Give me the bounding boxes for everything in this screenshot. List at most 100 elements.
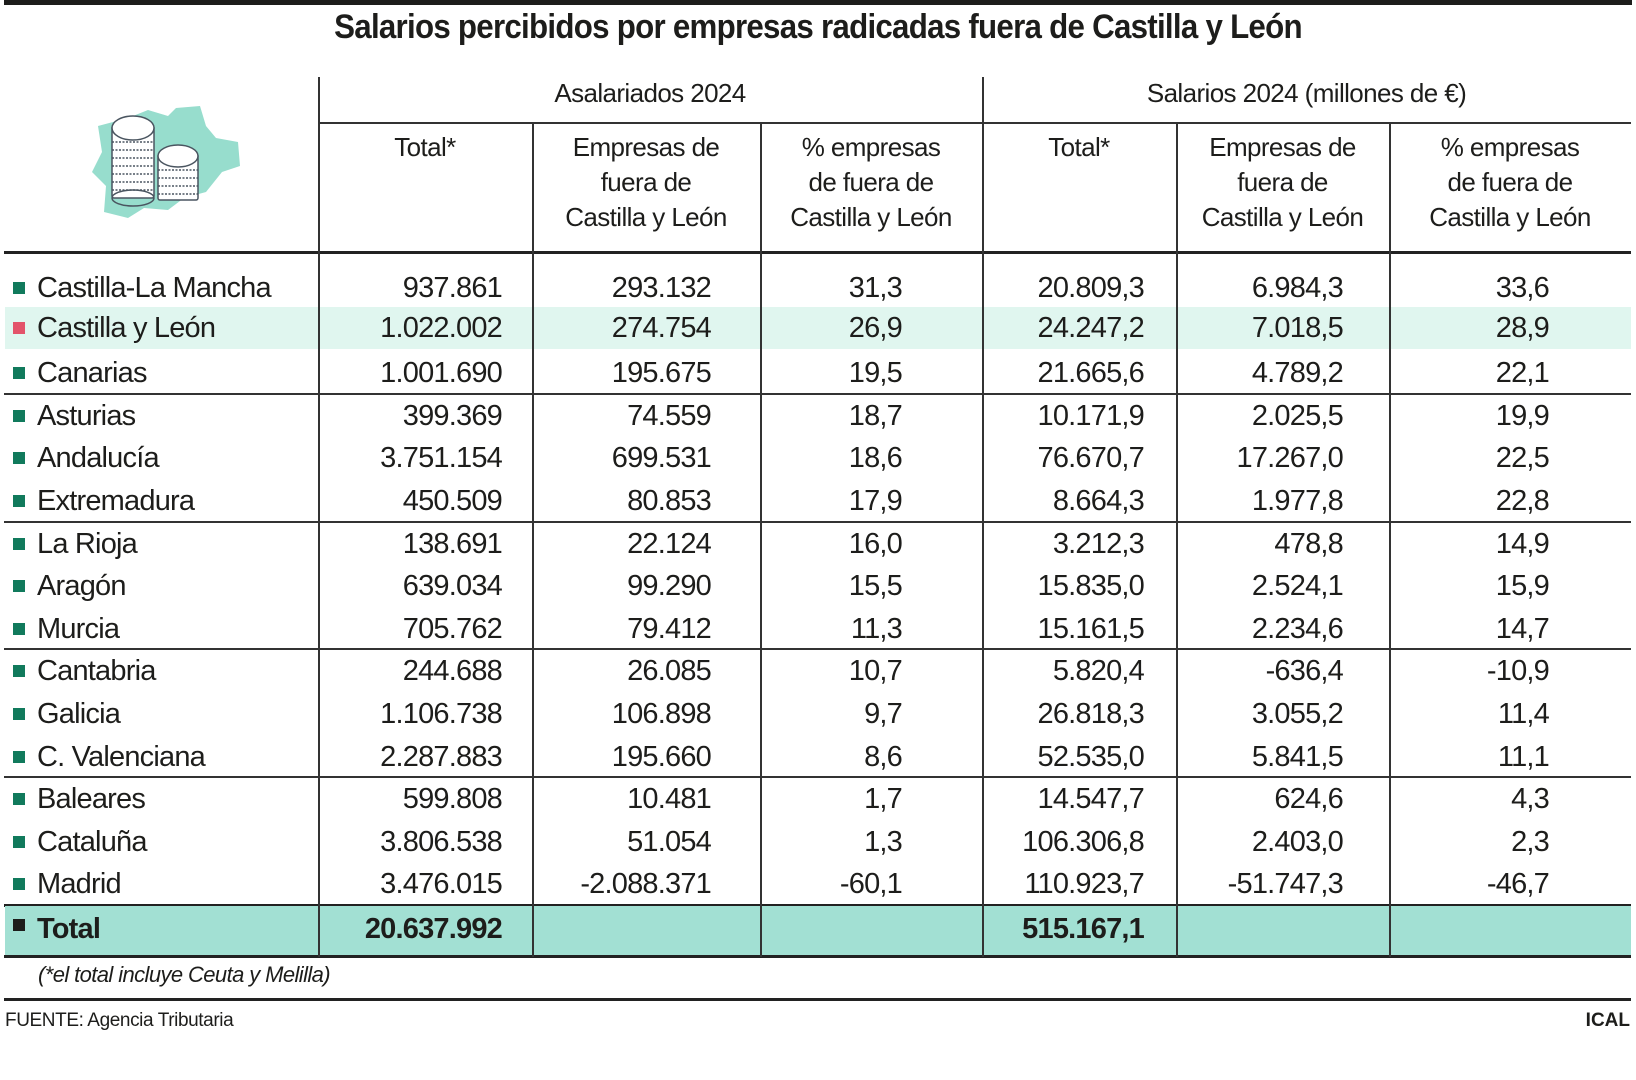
region-marker-icon <box>13 452 25 464</box>
cell-value: 8,6 <box>864 741 903 773</box>
region-name: Castilla y León <box>37 312 216 344</box>
footnote: (*el total incluye Ceuta y Melilla) <box>38 962 331 987</box>
cell-value: 15,9 <box>1495 570 1550 602</box>
cell-value: 19,9 <box>1495 400 1550 432</box>
cell-value: 74.559 <box>627 400 712 432</box>
cell-value: 5.820,4 <box>1052 655 1145 687</box>
coins-on-castilla-y-leon-map-icon <box>92 106 240 218</box>
cell-value: 515.167,1 <box>1022 913 1145 945</box>
table-row: Aragón 639.034 99.290 15,5 15.835,0 2.524,1 15… <box>5 565 1631 607</box>
table-row: Total 20.637.992 515.167,1 <box>5 906 1631 956</box>
region-name: Cantabria <box>37 655 156 687</box>
region-marker-icon <box>13 580 25 592</box>
column-header-line: Castilla y León <box>1201 202 1364 232</box>
table-row: Extremadura 450.509 80.853 17,9 8.664,3 1.977… <box>5 480 1631 522</box>
cell-value: 28,9 <box>1495 312 1550 344</box>
cell-value: 18,7 <box>848 400 903 432</box>
cell-value: 10.481 <box>627 783 712 815</box>
cell-value: 11,4 <box>1497 698 1550 730</box>
cell-value: -2.088.371 <box>580 868 711 900</box>
cell-value: 99.290 <box>627 570 712 602</box>
table-row: Castilla y León 1.022.002 274.754 26,9 24.24… <box>5 307 1631 349</box>
table-row: Cantabria 244.688 26.085 10,7 5.820,4 -636,4 -… <box>5 650 1631 692</box>
column-header-line: Castilla y León <box>565 202 727 232</box>
cell-value: 478,8 <box>1274 528 1343 560</box>
cell-value: 19,5 <box>848 357 903 389</box>
table-row: C. Valenciana 2.287.883 195.660 8,6 52.535,0… <box>5 736 1631 778</box>
cell-value: 1.977,8 <box>1251 485 1344 517</box>
cell-value: 20.809,3 <box>1037 272 1145 304</box>
region-marker-icon <box>13 708 25 720</box>
region-marker-icon <box>13 322 25 334</box>
table-row: Baleares 599.808 10.481 1,7 14.547,7 624,6 4,3 <box>5 778 1631 820</box>
cell-value: 195.660 <box>611 741 712 773</box>
table-row: Cataluña 3.806.538 51.054 1,3 106.306,8 2.403… <box>5 821 1631 863</box>
cell-value: 26.818,3 <box>1037 698 1145 730</box>
column-header-line: de fuera de <box>808 167 935 197</box>
table-row: Andalucía 3.751.154 699.531 18,6 76.670,7 17.… <box>5 437 1631 479</box>
column-header: % empresas de fuera de Castilla y León <box>760 130 982 235</box>
cell-value: 274.754 <box>611 312 712 344</box>
region-name: Canarias <box>37 357 147 389</box>
cell-value: 705.762 <box>402 613 503 645</box>
cell-value: 22,8 <box>1495 485 1550 517</box>
cell-value: 11,1 <box>1497 741 1550 773</box>
column-header-line: fuera de <box>600 167 692 197</box>
cell-value: 2.524,1 <box>1251 570 1344 602</box>
cell-value: 2,3 <box>1511 826 1550 858</box>
cell-value: 1.022.002 <box>380 312 503 344</box>
cell-value: 138.691 <box>402 528 503 560</box>
column-header-line: Empresas de <box>572 132 720 162</box>
cell-value: 1,3 <box>864 826 903 858</box>
cell-value: 22.124 <box>627 528 712 560</box>
cell-value: -46,7 <box>1486 868 1550 900</box>
cell-value: 17.267,0 <box>1236 442 1344 474</box>
region-name: Madrid <box>37 868 122 900</box>
region-marker-icon <box>13 836 25 848</box>
cell-value: 3.806.538 <box>380 826 503 858</box>
cell-value: 4,3 <box>1511 783 1550 815</box>
cell-value: 16,0 <box>848 528 903 560</box>
top-rule <box>4 0 1632 5</box>
cell-value: 110.923,7 <box>1024 868 1144 900</box>
cell-value: 80.853 <box>627 485 712 517</box>
column-divider <box>1176 122 1178 957</box>
cell-value: 2.234,6 <box>1251 613 1344 645</box>
region-name: Galicia <box>37 698 121 730</box>
cell-value: 1.001.690 <box>380 357 503 389</box>
cell-value <box>1176 906 1343 956</box>
region-marker-icon <box>13 751 25 763</box>
region-marker-icon <box>13 623 25 635</box>
cell-value: 79.412 <box>627 613 712 645</box>
cell-value: 76.670,7 <box>1037 442 1145 474</box>
cell-value: 1.106.738 <box>380 698 503 730</box>
region-marker-icon <box>13 367 25 379</box>
cell-value: 244.688 <box>402 655 503 687</box>
cell-value: 18,6 <box>848 442 903 474</box>
cell-value: 14,7 <box>1495 613 1550 645</box>
region-name: Castilla-La Mancha <box>37 272 272 304</box>
region-marker-icon <box>13 410 25 422</box>
region-name: Andalucía <box>37 442 160 474</box>
column-divider <box>532 122 534 957</box>
cell-value: 8.664,3 <box>1052 485 1145 517</box>
source-credit: FUENTE: Agencia Tributaria <box>5 1010 234 1031</box>
cell-value: 22,5 <box>1495 442 1550 474</box>
cell-value: 21.665,6 <box>1037 357 1145 389</box>
cell-value: 11,3 <box>850 613 903 645</box>
cell-value: 15,5 <box>848 570 903 602</box>
column-divider <box>760 122 762 957</box>
cell-value: 51.054 <box>627 826 712 858</box>
group-divider <box>4 393 1631 395</box>
cell-value: 3.055,2 <box>1251 698 1344 730</box>
total-top-rule <box>4 904 1631 907</box>
column-header: Total* <box>318 130 532 165</box>
cell-value: 4.789,2 <box>1251 357 1344 389</box>
group-header-asalariados: Asalariados 2024 <box>554 78 746 108</box>
column-header-line: % empresas <box>801 132 941 162</box>
table-row: Canarias 1.001.690 195.675 19,5 21.665,6 4.78… <box>5 352 1631 394</box>
cell-value: 599.808 <box>402 783 503 815</box>
cell-value: 15.161,5 <box>1037 613 1145 645</box>
total-bottom-rule <box>4 955 1631 958</box>
cell-value: 14,9 <box>1495 528 1550 560</box>
